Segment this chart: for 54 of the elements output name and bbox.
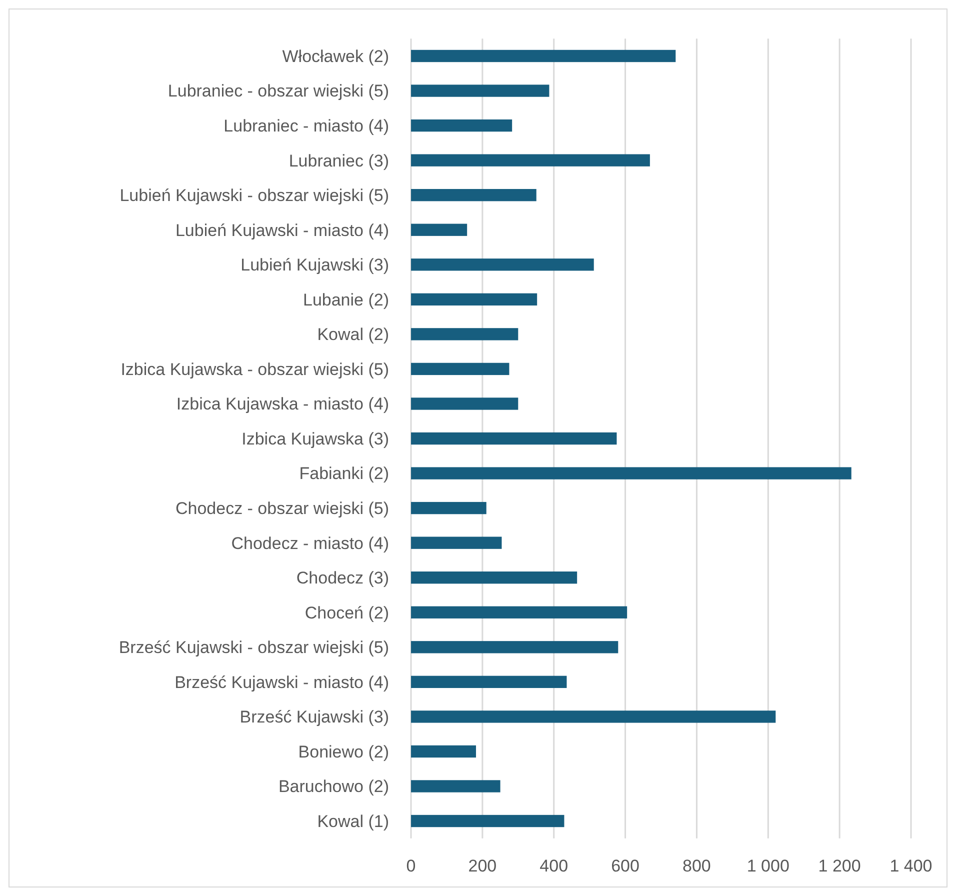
y-tick-label: Izbica Kujawska (3) [242, 429, 389, 448]
bar [411, 710, 776, 723]
bar [411, 119, 512, 132]
x-tick-label: 200 [468, 856, 497, 876]
bar [411, 606, 628, 618]
bar [411, 84, 550, 97]
y-tick-label: Chodecz - obszar wiejski (5) [175, 499, 389, 518]
bar [411, 258, 594, 271]
y-tick-label: Lubień Kujawski - miasto (4) [175, 220, 389, 240]
bar [411, 50, 676, 62]
y-tick-label: Izbica Kujawska - obszar wiejski (5) [120, 360, 389, 379]
x-tick-label: 600 [611, 856, 640, 876]
y-tick-label: Izbica Kujawska - miasto (4) [176, 394, 389, 414]
y-tick-label: Lubraniec (3) [288, 151, 389, 170]
bar [411, 362, 510, 376]
bar [411, 398, 518, 410]
y-tick-label: Lubraniec - obszar wiejski (5) [168, 82, 389, 101]
bar [411, 536, 502, 549]
y-tick-label: Baruchowo (2) [278, 777, 389, 796]
x-tick-label: 0 [406, 856, 416, 876]
y-tick-label: Chodecz - miasto (4) [231, 534, 389, 553]
y-tick-label: Lubraniec - miasto (4) [224, 116, 389, 136]
y-tick-label: Lubień Kujawski (3) [240, 256, 389, 275]
x-tick-label: 400 [540, 856, 568, 876]
bar [411, 745, 476, 758]
bar [411, 502, 486, 514]
y-tick-label: Boniewo (2) [298, 742, 389, 762]
y-tick-label: Lubanie (2) [302, 290, 389, 310]
y-tick-label: Brześć Kujawski - obszar wiejski (5) [118, 638, 389, 658]
y-tick-label: Lubień Kujawski - obszar wiejski (5) [120, 186, 389, 206]
bar [411, 814, 564, 828]
x-tick-label: 800 [682, 856, 711, 876]
bar [411, 328, 518, 340]
y-tick-label: Choceń (2) [304, 603, 389, 622]
y-tick-label: Brześć Kujawski (3) [240, 708, 389, 727]
y-tick-label: Chodecz (3) [296, 568, 389, 588]
bar [411, 780, 500, 792]
bar [411, 641, 618, 654]
y-tick-label: Fabianki (2) [299, 464, 389, 484]
x-tick-label: 1 000 [746, 856, 790, 876]
y-tick-label: Brześć Kujawski - miasto (4) [174, 672, 389, 692]
x-tick-label: 1 200 [818, 856, 861, 876]
x-tick-label: 1 400 [890, 856, 932, 876]
bar [411, 572, 578, 584]
bar [411, 432, 617, 445]
bar [411, 154, 650, 166]
y-tick-label: Włocławek (2) [282, 46, 389, 66]
y-tick-label: Kowal (1) [317, 812, 389, 831]
bar [411, 224, 468, 236]
bar [411, 676, 567, 688]
bar [411, 293, 538, 306]
y-tick-label: Kowal (2) [317, 325, 389, 344]
bar [411, 467, 852, 480]
bar [411, 188, 536, 202]
